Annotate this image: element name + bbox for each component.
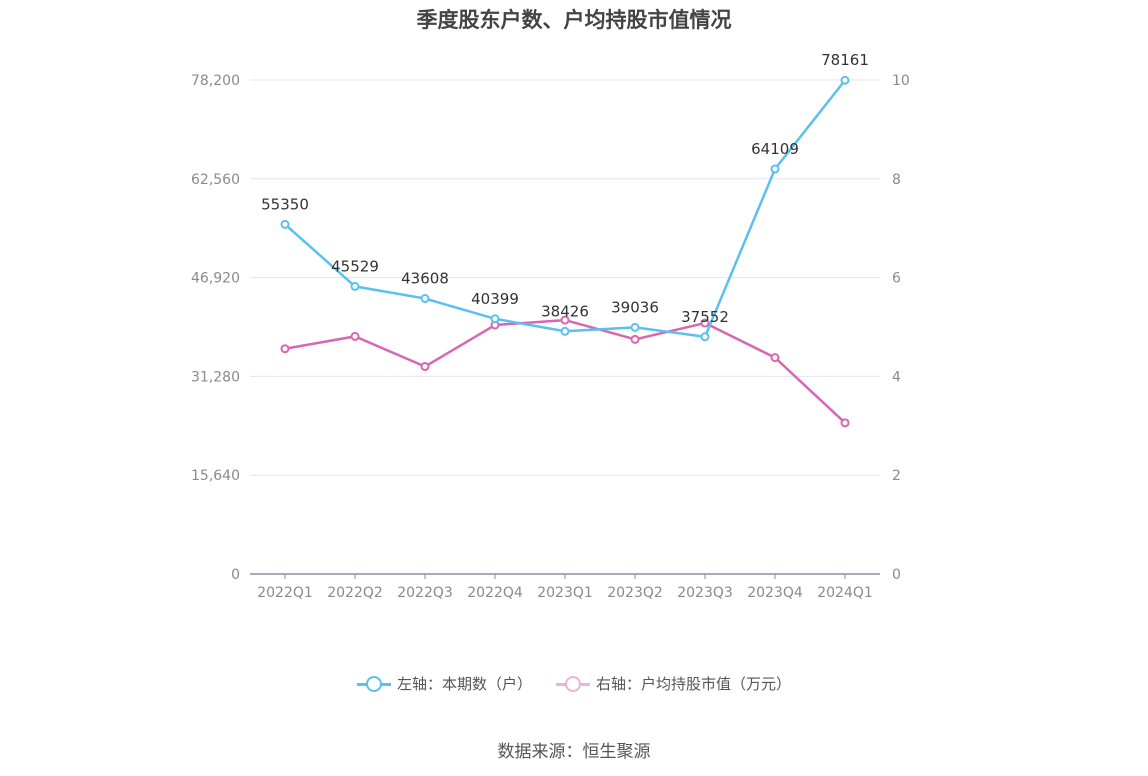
grid-lines bbox=[250, 79, 880, 476]
data-label: 55350 bbox=[261, 195, 309, 213]
data-point-avg-value bbox=[700, 318, 710, 328]
data-point-holders bbox=[490, 314, 500, 324]
legend-item-right-series[interactable]: 右轴：户均持股市值（万元） bbox=[556, 673, 791, 694]
y-left-tick-label: 31,280 bbox=[191, 369, 240, 385]
x-tick-label: 2023Q4 bbox=[747, 585, 803, 601]
legend-swatch-blue bbox=[356, 674, 391, 694]
data-label: 64109 bbox=[751, 140, 799, 158]
y-left-tick-label: 15,640 bbox=[191, 468, 240, 484]
x-tick-label: 2023Q3 bbox=[677, 585, 733, 601]
y-right-tick-label: 10 bbox=[892, 73, 910, 89]
series-line-holders bbox=[284, 79, 846, 339]
data-point-avg-value bbox=[350, 331, 360, 341]
data-point-holders bbox=[840, 75, 850, 85]
data-point-holders bbox=[280, 219, 290, 229]
data-label: 45529 bbox=[331, 257, 379, 275]
data-labels: 55350 45529 43608 40399 38426 39036 37552 64109… bbox=[261, 51, 869, 326]
data-label: 43608 bbox=[401, 270, 449, 288]
data-point-avg-value bbox=[840, 418, 850, 428]
y-left-tick-label: 78,200 bbox=[191, 73, 240, 89]
x-tick-label: 2022Q1 bbox=[257, 585, 313, 601]
data-point-avg-value bbox=[280, 344, 290, 354]
y-right-tick-label: 2 bbox=[892, 468, 901, 484]
data-point-holders bbox=[700, 332, 710, 342]
data-point-avg-value bbox=[770, 353, 780, 363]
data-label: 37552 bbox=[681, 308, 729, 326]
data-point-avg-value bbox=[420, 362, 430, 372]
y-right-tick-label: 8 bbox=[892, 172, 901, 188]
source-note: 数据来源：恒生聚源 bbox=[497, 742, 651, 762]
data-point-holders bbox=[350, 281, 360, 291]
data-point-avg-value bbox=[560, 315, 570, 325]
y-right-tick-label: 0 bbox=[892, 567, 901, 583]
y-right-tick-label: 6 bbox=[892, 271, 901, 287]
data-label: 39036 bbox=[611, 298, 659, 316]
data-point-holders bbox=[770, 164, 780, 174]
series-layer bbox=[280, 75, 850, 428]
legend-label-right: 右轴：户均持股市值（万元） bbox=[596, 675, 792, 693]
legend-swatch-pink bbox=[556, 674, 590, 694]
data-label: 38426 bbox=[541, 302, 589, 320]
x-tick-label: 2022Q2 bbox=[327, 585, 383, 601]
legend-label-left: 左轴：本期数（户） bbox=[396, 675, 532, 693]
legend: 左轴：本期数（户） 右轴：户均持股市值（万元） bbox=[0, 673, 1148, 694]
x-tick-label: 2022Q3 bbox=[397, 585, 453, 601]
data-point-holders bbox=[560, 326, 570, 336]
axes: 0 0 15,640 2 31,280 4 46,920 6 62,560 8 78,200 10 20… bbox=[191, 73, 910, 601]
y-left-tick-label: 62,560 bbox=[191, 172, 240, 188]
chart-title: 季度股东户数、户均持股市值情况 bbox=[416, 8, 732, 32]
x-tick-label: 2023Q2 bbox=[607, 585, 663, 601]
x-tick-label: 2023Q1 bbox=[537, 585, 593, 601]
data-point-holders bbox=[420, 294, 430, 304]
legend-item-left-series[interactable]: 左轴：本期数（户） bbox=[356, 673, 532, 694]
data-point-avg-value bbox=[630, 334, 640, 344]
y-left-tick-label: 0 bbox=[231, 567, 240, 583]
x-tick-label: 2022Q4 bbox=[467, 585, 523, 601]
y-right-tick-label: 4 bbox=[892, 369, 901, 385]
y-left-tick-label: 46,920 bbox=[191, 271, 240, 287]
data-point-holders bbox=[630, 322, 640, 332]
data-label: 40399 bbox=[471, 290, 519, 308]
data-label: 78161 bbox=[821, 51, 869, 69]
x-tick-label: 2024Q1 bbox=[817, 585, 873, 601]
